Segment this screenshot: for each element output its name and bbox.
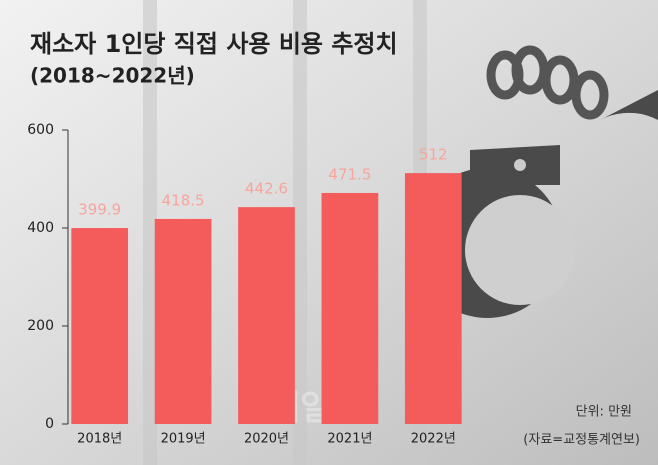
x-tick-label: 2022년 [411, 432, 456, 447]
y-tick-label: 400 [27, 220, 54, 236]
value-label: 399.9 [78, 201, 121, 219]
x-tick-label: 2021년 [327, 432, 372, 447]
chart-title: 재소자 1인당 직접 사용 비용 추정치 [30, 30, 398, 58]
value-label: 442.6 [245, 180, 288, 198]
source-note: (자료=교정통계연보) [523, 433, 640, 448]
value-label: 512 [419, 146, 448, 164]
bar [71, 228, 129, 424]
bar [404, 173, 462, 424]
y-tick-label: 600 [27, 122, 54, 138]
x-tick-label: 2020년 [244, 432, 289, 447]
x-tick-label: 2019년 [161, 432, 206, 447]
bar [238, 207, 295, 424]
value-label: 471.5 [328, 165, 371, 183]
chart-subtitle: (2018~2022년) [30, 64, 195, 88]
bar [154, 218, 212, 424]
unit-note: 단위: 만원 [576, 405, 632, 420]
y-tick-label: 0 [45, 416, 54, 432]
bar [321, 192, 379, 424]
value-label: 418.5 [162, 191, 205, 209]
x-tick-label: 2018년 [77, 432, 122, 447]
y-tick-label: 200 [27, 318, 54, 334]
